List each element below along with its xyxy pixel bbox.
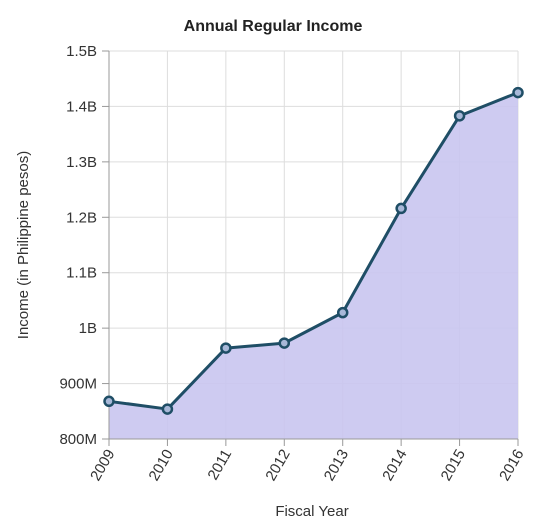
line-layer <box>108 91 519 411</box>
x-tick-label: 2012 <box>262 447 293 484</box>
y-tick-label: 1.4B <box>66 98 97 115</box>
x-tick-labels: 2009 2010 2011 2012 2013 2014 2015 2016 <box>87 447 527 484</box>
chart-title: Annual Regular Income <box>184 18 363 35</box>
data-point[interactable] <box>220 342 232 354</box>
x-tick-label: 2014 <box>379 447 410 484</box>
y-tick-label: 900M <box>59 376 97 393</box>
x-tick-label: 2015 <box>438 447 469 484</box>
x-tick-label: 2013 <box>321 447 352 484</box>
data-point[interactable] <box>395 202 407 215</box>
y-axis-label: Income (in Philippine pesos) <box>15 151 32 339</box>
data-point[interactable] <box>453 110 466 122</box>
points-layer <box>103 86 524 415</box>
x-axis-label: Fiscal Year <box>275 503 348 520</box>
data-point[interactable] <box>512 86 524 99</box>
y-tick-label: 800M <box>59 431 97 448</box>
data-point[interactable] <box>336 306 349 319</box>
x-tick-label: 2009 <box>87 447 118 484</box>
data-point[interactable] <box>278 337 291 349</box>
area-layer <box>109 92 518 439</box>
y-tick-label: 1B <box>79 320 97 337</box>
y-tick-label: 1.2B <box>66 209 97 226</box>
y-tick-label: 1.5B <box>66 43 97 60</box>
y-tick-label: 1.1B <box>66 265 97 282</box>
y-tick-labels: 800M 900M 1B 1.1B 1.2B 1.3B 1.4B 1.5B <box>59 43 97 448</box>
data-point[interactable] <box>103 395 115 408</box>
x-tick-label: 2011 <box>204 447 235 483</box>
series-area <box>109 92 518 439</box>
x-tick-label: 2016 <box>496 447 527 484</box>
y-tick-label: 1.3B <box>66 154 97 171</box>
x-tick-label: 2010 <box>145 447 176 484</box>
data-point[interactable] <box>161 403 174 415</box>
axes <box>102 50 519 446</box>
series-line <box>108 91 519 411</box>
